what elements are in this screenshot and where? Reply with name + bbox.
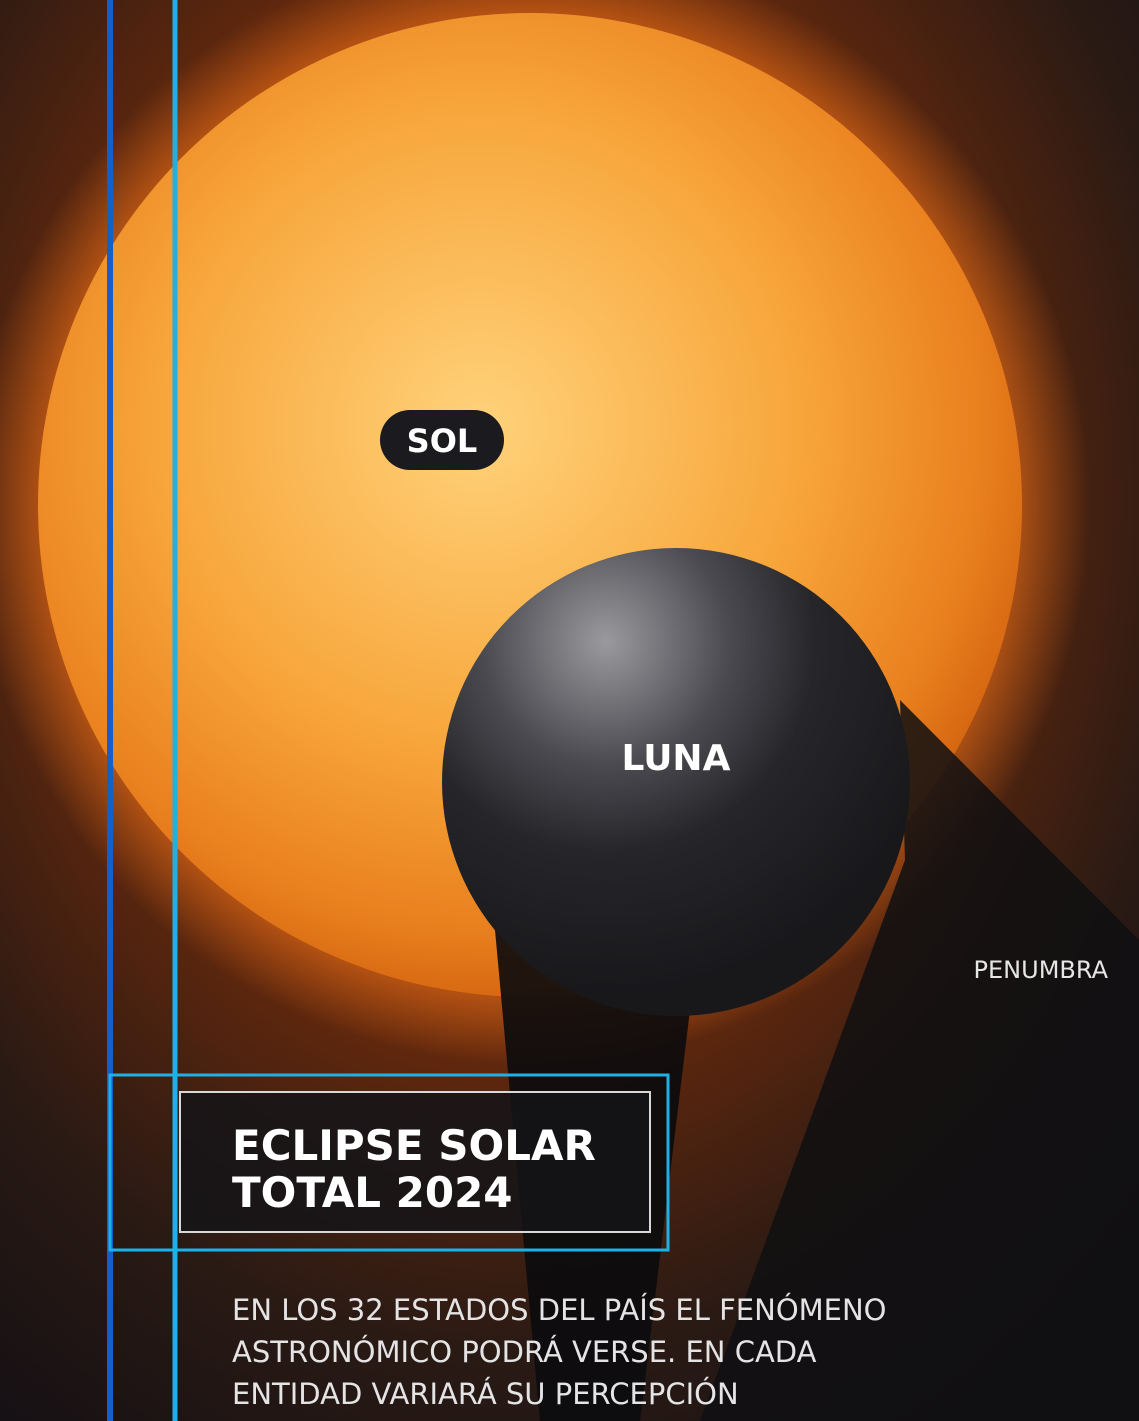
title-line: TOTAL 2024 xyxy=(232,1168,513,1217)
body: SOL LUNA PENUMBRA ECLIPSE SOLAR TOTAL 20… xyxy=(0,0,1139,1421)
description-line: EN LOS 32 ESTADOS DEL PAÍS EL FENÓMENO xyxy=(232,1293,887,1327)
moon-label: LUNA xyxy=(622,738,731,779)
sun-label: SOL xyxy=(407,422,478,460)
page: Eclipse {"labels": {"sun": "SOL", "moon"… xyxy=(0,0,1139,1421)
penumbra-label: PENUMBRA xyxy=(974,956,1109,984)
title-line: ECLIPSE SOLAR xyxy=(232,1121,596,1170)
infographic: SOL LUNA PENUMBRA ECLIPSE SOLAR TOTAL 20… xyxy=(0,0,1139,1421)
description-line: ENTIDAD VARIARÁ SU PERCEPCIÓN xyxy=(232,1377,739,1411)
moon xyxy=(442,548,910,1016)
description-line: ASTRONÓMICO PODRÁ VERSE. EN CADA xyxy=(232,1335,817,1369)
